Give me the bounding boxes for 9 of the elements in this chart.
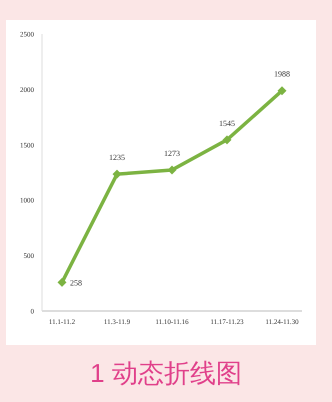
data-label: 258: [70, 278, 82, 288]
point: [222, 135, 232, 144]
text: 1 动态折线图: [89, 357, 243, 390]
data-label: 1235: [109, 153, 125, 162]
data-label: 1273: [164, 148, 180, 158]
point: [58, 278, 66, 287]
point: [278, 86, 286, 96]
data-label: 1545: [219, 118, 235, 128]
data-label: 1988: [274, 70, 290, 79]
